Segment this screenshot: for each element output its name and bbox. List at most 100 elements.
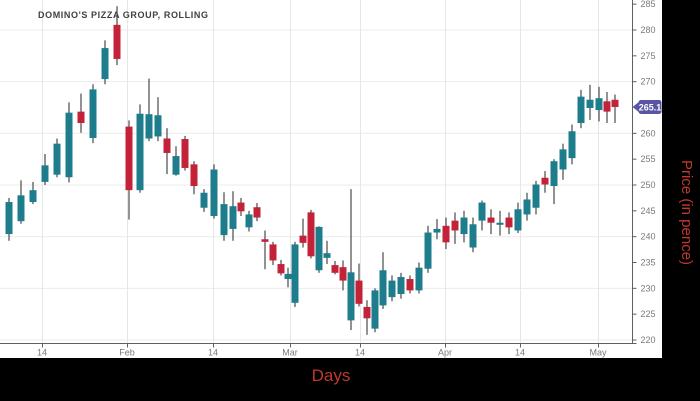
candle-down[interactable] bbox=[163, 128, 171, 175]
candle-up[interactable] bbox=[568, 124, 576, 165]
candle-body bbox=[388, 280, 396, 298]
candle-body bbox=[200, 192, 208, 208]
candle-up[interactable] bbox=[586, 84, 594, 120]
candle-down[interactable] bbox=[355, 263, 363, 307]
candle-body bbox=[505, 217, 513, 228]
candle-down[interactable] bbox=[505, 212, 513, 235]
candle-down[interactable] bbox=[603, 92, 611, 124]
candle-up[interactable] bbox=[89, 84, 97, 144]
candle-body bbox=[331, 265, 339, 273]
candle-up[interactable] bbox=[388, 275, 396, 302]
candle-body bbox=[568, 131, 576, 159]
candle-down[interactable] bbox=[77, 93, 85, 133]
candle-down[interactable] bbox=[339, 260, 347, 291]
candle-down[interactable] bbox=[611, 94, 619, 124]
candle-up[interactable] bbox=[41, 154, 49, 186]
candle-up[interactable] bbox=[172, 146, 180, 176]
candle-down[interactable] bbox=[451, 212, 459, 244]
candle-up[interactable] bbox=[136, 104, 144, 193]
candle-body bbox=[559, 149, 567, 170]
candle-up[interactable] bbox=[245, 210, 253, 232]
candle-body bbox=[323, 253, 331, 258]
y-tick-label: 285 bbox=[641, 0, 656, 9]
candle-body bbox=[284, 273, 292, 280]
candle-up[interactable] bbox=[514, 202, 522, 234]
candle-up[interactable] bbox=[424, 225, 432, 273]
candle-up[interactable] bbox=[595, 86, 603, 122]
candle-up[interactable] bbox=[220, 192, 228, 241]
candle-up[interactable] bbox=[496, 210, 504, 236]
candle-up[interactable] bbox=[5, 197, 13, 241]
candle-up[interactable] bbox=[65, 102, 73, 183]
candle-up[interactable] bbox=[379, 252, 387, 310]
candle-up[interactable] bbox=[577, 89, 585, 129]
candle-down[interactable] bbox=[487, 209, 495, 235]
y-tick-label: 235 bbox=[641, 258, 656, 268]
y-tick-label: 275 bbox=[641, 51, 656, 61]
y-tick-label: 270 bbox=[641, 77, 656, 87]
candle-body bbox=[478, 202, 486, 221]
candle-down[interactable] bbox=[331, 260, 339, 275]
candle-up[interactable] bbox=[145, 78, 153, 142]
candle-up[interactable] bbox=[315, 226, 323, 273]
candle-body bbox=[487, 217, 495, 223]
candle-up[interactable] bbox=[229, 191, 237, 241]
candle-down[interactable] bbox=[541, 171, 549, 193]
candle-body bbox=[181, 139, 189, 168]
candle-up[interactable] bbox=[29, 181, 37, 205]
candle-up[interactable] bbox=[53, 138, 61, 178]
y-tick-label: 240 bbox=[641, 232, 656, 242]
candle-up[interactable] bbox=[291, 241, 299, 307]
candle-down[interactable] bbox=[406, 275, 414, 294]
candle-up[interactable] bbox=[323, 240, 331, 265]
candle-down[interactable] bbox=[442, 217, 450, 250]
candle-body bbox=[586, 99, 594, 109]
candle-body bbox=[523, 199, 531, 215]
candle-body bbox=[577, 96, 585, 124]
candle-down[interactable] bbox=[113, 6, 121, 66]
candle-body bbox=[136, 113, 144, 191]
candle-down[interactable] bbox=[181, 135, 189, 171]
candle-down[interactable] bbox=[237, 197, 245, 217]
candle-up[interactable] bbox=[101, 40, 109, 85]
candle-up[interactable] bbox=[347, 189, 355, 331]
candle-down[interactable] bbox=[299, 218, 307, 248]
candle-up[interactable] bbox=[460, 210, 468, 243]
candle-body bbox=[595, 98, 603, 111]
candle-down[interactable] bbox=[363, 300, 371, 335]
candle-up[interactable] bbox=[210, 164, 218, 219]
candle-body bbox=[77, 111, 85, 124]
candle-down[interactable] bbox=[253, 203, 261, 222]
candle-up[interactable] bbox=[371, 288, 379, 333]
candle-down[interactable] bbox=[307, 209, 315, 259]
candle-body bbox=[541, 177, 549, 185]
candle-up[interactable] bbox=[200, 189, 208, 212]
candle-body bbox=[424, 232, 432, 269]
candle-up[interactable] bbox=[559, 143, 567, 180]
candle-up[interactable] bbox=[17, 180, 25, 224]
candle-up[interactable] bbox=[532, 180, 540, 215]
candle-up[interactable] bbox=[284, 267, 292, 288]
candlestick-plot[interactable]: 14 Feb 14 Mar 14 Apr 14 May 220 225 230 235 240 245 25… bbox=[0, 0, 662, 363]
candle-down[interactable] bbox=[277, 259, 285, 276]
candle-body bbox=[315, 226, 323, 271]
candle-body bbox=[172, 156, 180, 175]
candle-up[interactable] bbox=[469, 217, 477, 253]
candle-body bbox=[433, 228, 441, 233]
candle-up[interactable] bbox=[550, 159, 558, 205]
candle-down[interactable] bbox=[261, 230, 269, 270]
candle-up[interactable] bbox=[397, 272, 405, 299]
x-tick-label: 14 bbox=[515, 348, 525, 358]
candle-down[interactable] bbox=[125, 120, 133, 220]
candle-up[interactable] bbox=[478, 200, 486, 231]
x-tick-label: 14 bbox=[37, 348, 47, 358]
candle-body bbox=[229, 206, 237, 229]
candle-down[interactable] bbox=[269, 241, 277, 266]
candle-up[interactable] bbox=[433, 219, 441, 240]
candle-up[interactable] bbox=[154, 97, 162, 142]
candle-up[interactable] bbox=[415, 262, 423, 294]
candle-up[interactable] bbox=[523, 192, 531, 221]
y-tick-label: 260 bbox=[641, 128, 656, 138]
candle-down[interactable] bbox=[190, 161, 198, 195]
